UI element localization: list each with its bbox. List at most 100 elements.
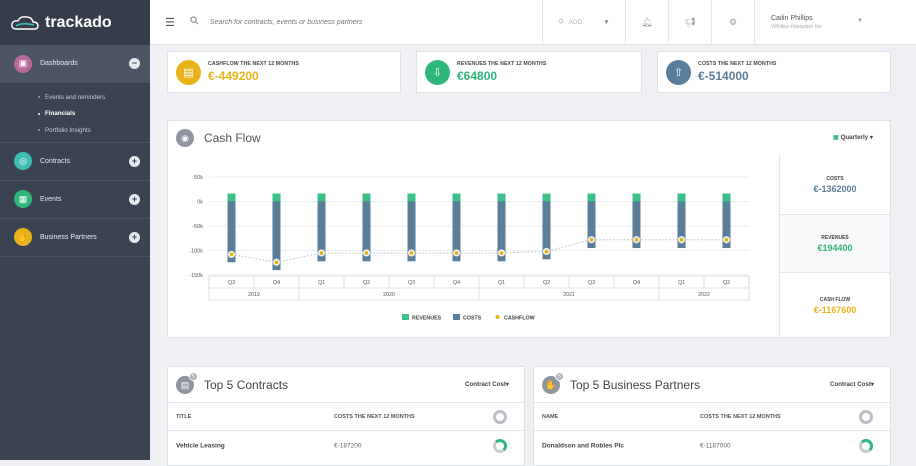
period-label: Quarterly [840,134,869,141]
table-row[interactable]: Donaldson and Robles Plc €-1187000 [534,431,890,461]
cost-bar [587,201,596,249]
cost-bar [362,201,371,262]
col-title: TITLE [176,413,192,420]
x-tick-label: Q1 [678,280,685,286]
collapse-icon[interactable]: − [129,58,140,69]
revenue-bar [722,193,731,202]
y-tick-label: 0k [197,200,203,206]
table-row[interactable]: Vehicle Leasing €-187200 [168,431,524,461]
revenue-bar [677,193,686,202]
revenue-bar [542,193,551,202]
sort-label: Contract Cost [465,381,506,388]
calendar-icon: ▦ [14,190,32,208]
sidebar-item-contracts[interactable]: ◎ Contracts + [0,143,150,181]
gear-icon[interactable]: ⚙︎ [728,16,738,27]
bell-icon[interactable]: 🔔︎ [641,16,653,27]
top-contracts-card: ▤ 5 Top 5 Contracts Contract Cost▾ TITLE … [167,366,525,466]
partner-name[interactable]: Donaldson and Robles Plc [542,442,624,450]
y-tick-label: -50k [192,224,203,230]
contract-icon: ▤ 5 [176,372,198,394]
expand-icon[interactable]: + [129,155,140,167]
add-button[interactable]: ⛭ ADD ▼ [543,18,625,26]
megaphone-icon[interactable]: 📢︎ [684,16,696,27]
add-icon: ⛭ [558,18,564,25]
search-input[interactable] [210,18,540,26]
subnav-label: Financials [45,110,76,118]
subnav-portfolio-insights[interactable]: Portfolio Insights [0,122,150,139]
user-menu[interactable]: Cailin Phillips Whitley-Hampton Inc ▼ [755,15,871,30]
cashflow-point [634,237,639,242]
x-tick-label: Q2 [363,280,370,286]
y-tick-label: 50k [194,175,203,181]
divider [754,0,755,45]
cashflow-point [409,250,414,255]
cashflow-point [364,250,369,255]
contracts-sort-select[interactable]: Contract Cost▾ [465,381,509,388]
cost-bar [632,201,641,249]
kpi-label: COSTS THE NEXT 12 MONTHS [698,61,777,67]
chart-toggle-icon[interactable] [859,409,873,424]
caret-down-icon: ▼ [603,18,610,26]
cost-bar [452,201,461,262]
donut-icon [493,439,507,453]
subnav-financials[interactable]: Financials [0,106,150,123]
period-select[interactable]: ▣ Quarterly ▾ [833,134,873,141]
count-badge: 5 [555,372,564,381]
topbar: ☰ ⛭ ADD ▼ 🔔︎ 📢︎ ⚙︎ Cailin Phillips Whitl… [150,0,916,45]
x-tick-label: Q1 [318,280,325,286]
contract-title[interactable]: Vehicle Leasing [176,442,225,450]
legend-costs-swatch [453,314,460,320]
bullet-icon [38,129,40,132]
cost-bar [227,201,236,263]
sidebar-item-business-partners[interactable]: ✋ Business Partners + [0,219,150,257]
contracts-header: ▤ 5 Top 5 Contracts [176,372,288,394]
cashflow-point [589,237,594,242]
logo[interactable]: trackado [0,0,150,45]
cashflow-point [679,237,684,242]
y-tick-label: -100k [189,249,203,255]
cost-bar [407,201,416,262]
cashflow-point [319,250,324,255]
chart-toggle-icon[interactable] [493,409,507,424]
ledger-icon: ▤ [176,59,201,85]
x-group-label: 2021 [563,292,575,298]
bullet-icon [38,96,40,99]
money-in-icon: ⇩ [425,59,450,85]
partners-table-header: NAME COSTS THE NEXT 12 MONTHS [534,402,890,431]
legend-revenues-swatch [402,314,409,320]
stat-cashflow: CASH FLOW €-1167600 [779,273,890,338]
divider [711,0,712,45]
add-label: ADD [568,18,583,26]
legend-revenues-label: REVENUES [412,316,442,322]
divider [625,0,626,45]
legend-costs-label: COSTS [463,316,482,322]
partners-sort-select[interactable]: Contract Cost▾ [830,381,874,388]
user-name: Cailin Phillips [771,14,813,22]
cost-bar [542,201,551,260]
sidebar-item-label: Events [40,195,62,203]
kpi-cashflow: ▤ CASHFLOW THE NEXT 12 MONTHS €-449200 [167,51,401,93]
handshake-icon: ✋ 5 [542,372,564,394]
x-group-label: 2019 [248,292,260,298]
divider [668,0,669,45]
contract-icon: ◎ [14,152,32,170]
expand-icon[interactable]: + [129,193,140,205]
sidebar-item-label: Contracts [40,157,70,165]
kpi-value: €-449200 [208,69,259,83]
sidebar-item-events[interactable]: ▦ Events + [0,181,150,219]
sidebar-item-label: Business Partners [40,233,97,241]
col-costs: COSTS THE NEXT 12 MONTHS [700,413,781,420]
menu-icon[interactable]: ☰ [165,16,175,29]
stat-costs: COSTS €-1362000 [779,155,890,215]
col-name: NAME [542,413,559,420]
kpi-label: CASHFLOW THE NEXT 12 MONTHS [208,61,299,67]
cashflow-chart: 50k 0k -50k -100k -150k Q3 Q4 Q1 Q2 Q3 Q4 Q1 Q2 Q3 Q4 Q… [189,175,750,322]
x-tick-label: Q4 [453,280,460,286]
sidebar-item-dashboards[interactable]: ▣ Dashboards − [0,45,150,83]
subnav-events-reminders[interactable]: Events and reminders [0,89,150,106]
cost-bar [272,201,281,271]
cost-bar [677,201,686,249]
partners-title: Top 5 Business Partners [570,378,701,392]
expand-icon[interactable]: + [129,231,140,243]
money-out-icon: ⇧ [666,59,691,85]
